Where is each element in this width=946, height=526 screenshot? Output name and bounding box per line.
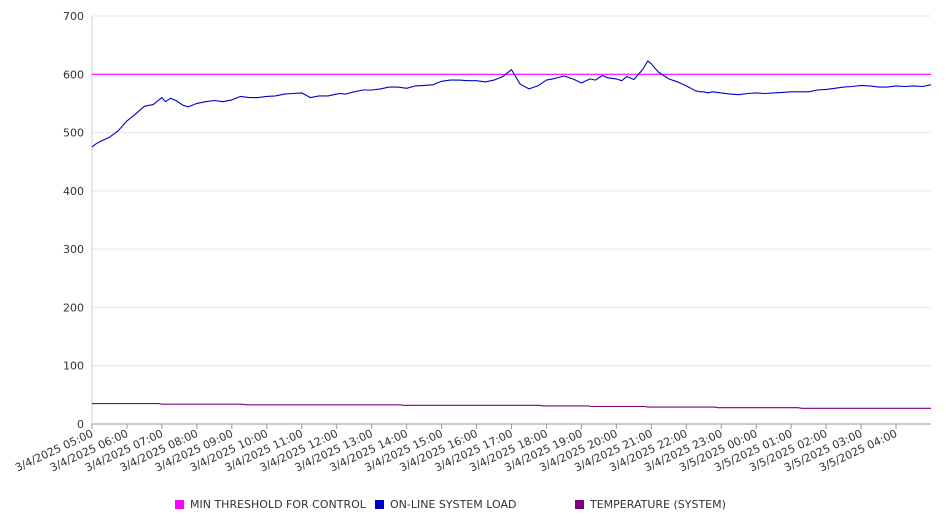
- legend-label-system-load: ON-LINE SYSTEM LOAD: [390, 498, 517, 511]
- y-tick-label: 100: [63, 360, 84, 373]
- series-line-on-line-system-load: [91, 60, 932, 148]
- axes: [91, 16, 931, 425]
- legend-swatch-temperature: [575, 500, 584, 509]
- legend-swatch-system-load: [375, 500, 384, 509]
- legend-label-threshold: MIN THRESHOLD FOR CONTROL: [190, 498, 366, 511]
- grid-lines: [92, 15, 931, 367]
- series-line-temperature-system: [92, 403, 931, 409]
- legend-item-system-load[interactable]: ON-LINE SYSTEM LOAD: [375, 498, 516, 511]
- y-axis-tick-labels: 0 100 200 300 400 500 600 700: [63, 10, 84, 431]
- y-tick-label: 0: [77, 418, 84, 431]
- legend: MIN THRESHOLD FOR CONTROL ON-LINE SYSTEM…: [0, 498, 946, 514]
- y-tick-label: 300: [63, 243, 84, 256]
- legend-item-threshold[interactable]: MIN THRESHOLD FOR CONTROL: [175, 498, 366, 511]
- y-tick-label: 600: [63, 68, 84, 81]
- legend-item-temperature[interactable]: TEMPERATURE (SYSTEM): [575, 498, 726, 511]
- series-lines: [91, 60, 932, 409]
- y-tick-label: 200: [63, 301, 84, 314]
- legend-label-temperature: TEMPERATURE (SYSTEM): [590, 498, 726, 511]
- legend-swatch-threshold: [175, 500, 184, 509]
- y-tick-label: 700: [63, 10, 84, 23]
- y-tick-label: 500: [63, 127, 84, 140]
- x-axis-tick-labels: 3/4/2025 05:003/4/2025 06:003/4/2025 07:…: [13, 424, 899, 474]
- y-tick-label: 400: [63, 185, 84, 198]
